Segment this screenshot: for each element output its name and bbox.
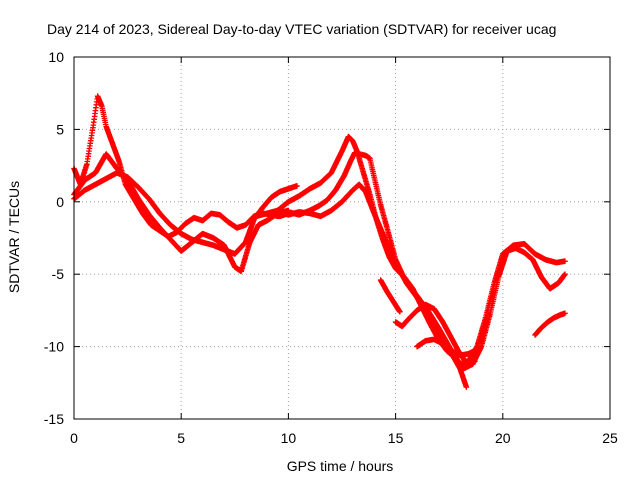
x-tick-label: 25 xyxy=(602,430,618,446)
data-series-track-9 xyxy=(532,310,568,338)
axis-ticks: 0 5 10 15 20 25 -15 -10 -5 0 5 10 xyxy=(44,49,618,446)
x-tick-label: 5 xyxy=(177,430,185,446)
grid xyxy=(74,57,610,419)
x-tick-label: 0 xyxy=(70,430,78,446)
data-markers xyxy=(274,133,568,372)
y-tick-label: -5 xyxy=(52,266,65,282)
data-markers xyxy=(264,149,568,367)
data-series-track-6 xyxy=(253,181,470,390)
y-tick-label: -15 xyxy=(44,411,64,427)
x-tick-label: 15 xyxy=(388,430,404,446)
x-axis-label: GPS time / hours xyxy=(287,458,394,474)
data-markers xyxy=(392,301,478,369)
data-markers xyxy=(377,277,403,315)
data-markers xyxy=(414,336,480,359)
y-tick-label: -10 xyxy=(44,339,64,355)
data-markers xyxy=(532,310,568,338)
data-series-track-7 xyxy=(392,301,478,369)
y-tick-label: 10 xyxy=(48,49,64,65)
data-series-track-8 xyxy=(414,336,480,359)
y-tick-label: 0 xyxy=(56,194,64,210)
data-series-track-4 xyxy=(264,149,568,367)
y-axis-label: SDTVAR / TECUs xyxy=(6,181,22,293)
x-tick-label: 10 xyxy=(281,430,297,446)
y-tick-label: 5 xyxy=(56,121,64,137)
plot-frame xyxy=(73,56,611,420)
chart-title: Day 214 of 2023, Sidereal Day-to-day VTE… xyxy=(47,21,556,37)
data-marks xyxy=(71,93,568,390)
data-series-track-10 xyxy=(377,277,403,315)
x-tick-label: 20 xyxy=(495,430,511,446)
data-markers xyxy=(253,181,470,390)
data-series-track-5 xyxy=(274,133,568,372)
